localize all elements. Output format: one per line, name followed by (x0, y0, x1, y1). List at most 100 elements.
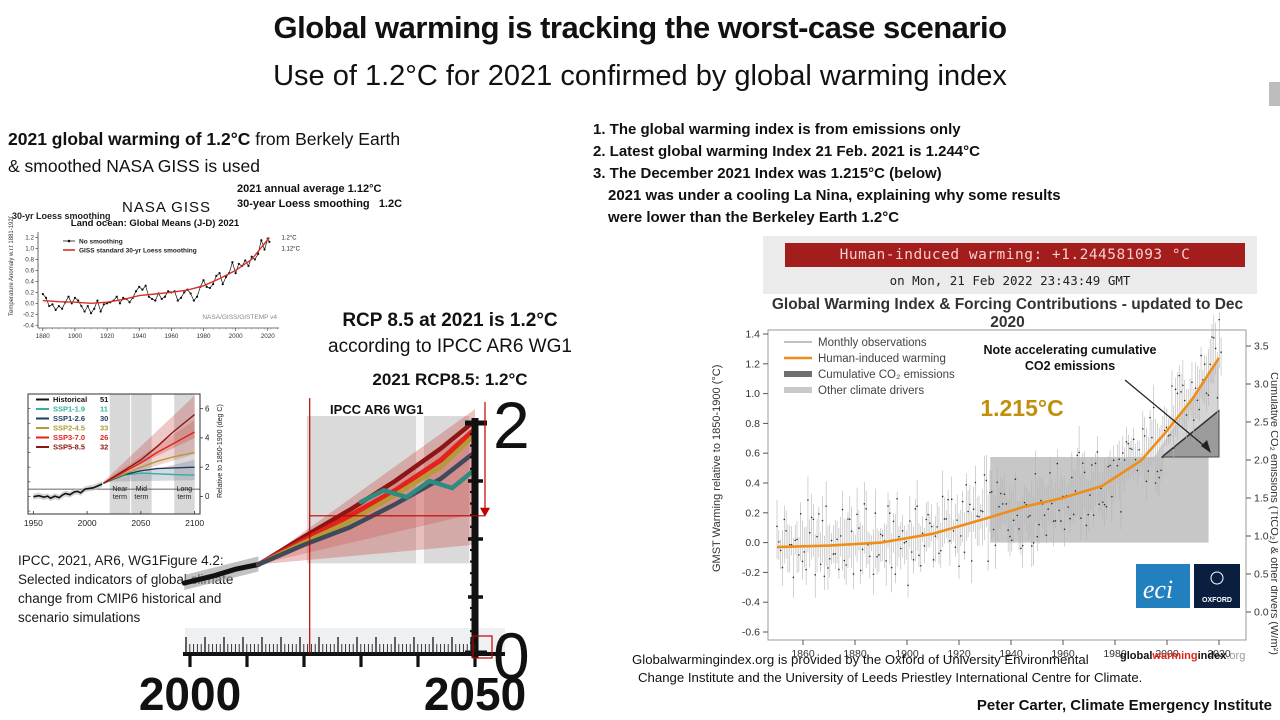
obs-dot (1103, 503, 1106, 506)
eci-logo-box (1136, 564, 1190, 608)
obs-dot (903, 541, 906, 544)
obs-dot (1142, 428, 1144, 430)
obs-dot (861, 548, 864, 551)
obs-dot (998, 505, 1000, 508)
obs-dot (927, 513, 929, 516)
obs-dot (929, 522, 931, 524)
obs-dot (1003, 493, 1006, 495)
obs-dot (1138, 448, 1140, 451)
nasa-giss-chart: Land ocean: Global Means (J-D) 2021 1.2 1.… (9, 216, 301, 340)
obs-dot (1182, 384, 1184, 387)
left-tick-label: -0.6 (742, 627, 760, 639)
obs-dot (1122, 452, 1124, 454)
obs-dot (965, 484, 968, 486)
obs-dot (1136, 469, 1139, 472)
obs-dot (814, 574, 817, 576)
obs-dot (1149, 416, 1151, 419)
obs-dot (799, 512, 802, 515)
obs-dot (990, 490, 993, 493)
x-tick-label: 2050 (131, 518, 150, 528)
obs-dot (778, 541, 780, 543)
obs-dot (1125, 441, 1128, 443)
gwi-value-label: 1.215°C (980, 395, 1063, 421)
page-title: Global warming is tracking the worst-cas… (273, 10, 1007, 45)
obs-dot (850, 530, 853, 532)
right-tick-label: 1.0 (1254, 531, 1269, 543)
index-list-item: were lower than the Berkeley Earth 1.2°C (608, 209, 900, 226)
obs-dot (202, 279, 205, 282)
obs-dot (810, 516, 813, 519)
legend-label: SSP2-4.5 (53, 424, 85, 433)
obs-dot (838, 568, 840, 571)
obs-dot (141, 288, 144, 291)
right-tick-label: 1.5 (1254, 493, 1269, 505)
obs-dot (869, 555, 871, 558)
obs-dot (938, 552, 940, 555)
x-tick-label: 1920 (947, 648, 971, 660)
obs-dot (1098, 503, 1100, 505)
obs-dot (985, 479, 988, 482)
obs-dot (830, 539, 833, 542)
obs-dot (816, 535, 818, 538)
index-list-item: 2. Latest global warming Index 21 Feb. 2… (593, 143, 980, 160)
historical-envelope (33, 481, 103, 502)
left-tick-label: 0.0 (745, 537, 760, 549)
annotation-line1: Note accelerating cumulative (984, 343, 1157, 357)
legend-label: Human-induced warming (818, 353, 946, 365)
obs-dot (224, 275, 228, 279)
obs-dot (154, 299, 157, 302)
obs-dot (1094, 462, 1097, 465)
obs-dot (1069, 517, 1071, 520)
legend-label: No smoothing (79, 239, 123, 246)
index-list-item: 3. The December 2021 Index was 1.215°C (… (593, 165, 942, 182)
left-tick-label: -0.2 (742, 567, 760, 579)
oxford-crest-icon (1210, 571, 1224, 585)
obs-dot (1191, 381, 1193, 384)
obs-dot (1043, 514, 1046, 517)
obs-dot (67, 295, 70, 298)
obs-dot (1005, 503, 1008, 505)
obs-dot (1129, 447, 1131, 450)
y-tick-label: 0.0 (25, 301, 34, 308)
x-tick-label: 1880 (36, 333, 51, 340)
obs-dot (1174, 388, 1177, 391)
x-tick-label: 2000 (1155, 648, 1179, 660)
obs-dot (925, 518, 928, 521)
obs-dot (189, 292, 192, 295)
scrollbar-fragment (1269, 82, 1280, 106)
obs-dot (51, 303, 54, 306)
legend-label: SSP1-2.6 (53, 414, 85, 423)
obs-dot (1031, 545, 1033, 547)
obs-dot (1087, 513, 1090, 516)
obs-dot (144, 284, 147, 287)
left-tick-label: 1.2 (745, 358, 760, 370)
obs-dot (987, 560, 989, 562)
left-tick-label: 1.4 (745, 329, 760, 341)
obs-dot (781, 566, 784, 569)
obs-dot (1067, 506, 1069, 508)
obs-dot (918, 554, 920, 557)
obs-dot (1205, 392, 1208, 394)
obs-dot (983, 474, 986, 476)
obs-dot (907, 584, 909, 587)
obs-dot (1176, 392, 1179, 395)
hiw-line (776, 357, 1221, 549)
obs-dot (792, 576, 795, 579)
obs-dot (1027, 516, 1029, 518)
ipcc-zoom-chart: 2 0 2000 2050 (140, 390, 530, 720)
obs-dot (57, 304, 60, 308)
obs-dot (801, 560, 804, 563)
obs-dot (1040, 499, 1042, 502)
obs-dot (1078, 451, 1080, 454)
obs-dot (828, 558, 831, 560)
legend-label: SSP3-7.0 (53, 433, 85, 442)
legend-label: SSP5-8.5 (53, 443, 85, 452)
nasa-annot-line2: 30-year Loess smoothing 1.2C (237, 198, 403, 210)
obs-dot (914, 508, 917, 510)
obs-dot (1156, 470, 1159, 473)
obs-dot (1016, 514, 1019, 517)
obs-dot (958, 565, 960, 568)
legend-count: 33 (100, 424, 108, 433)
obs-dot (54, 308, 57, 311)
obs-dot (221, 283, 224, 286)
